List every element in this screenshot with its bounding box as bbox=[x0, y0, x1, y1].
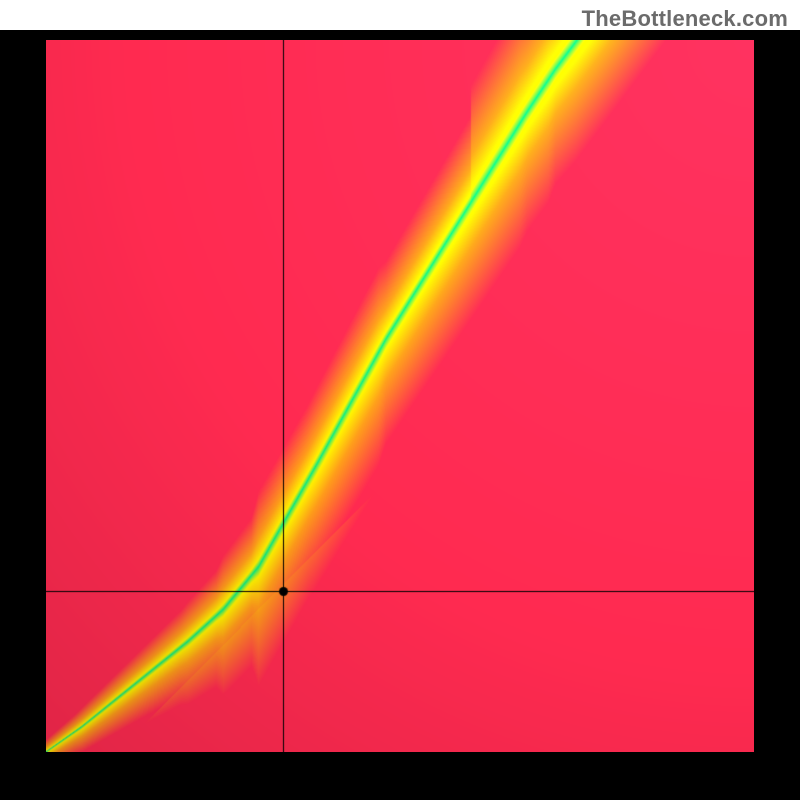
plot-border bbox=[0, 30, 800, 800]
plot-area bbox=[46, 40, 754, 752]
root-container: TheBottleneck.com bbox=[0, 0, 800, 800]
heatmap-canvas bbox=[46, 40, 754, 752]
watermark-text: TheBottleneck.com bbox=[582, 6, 788, 32]
